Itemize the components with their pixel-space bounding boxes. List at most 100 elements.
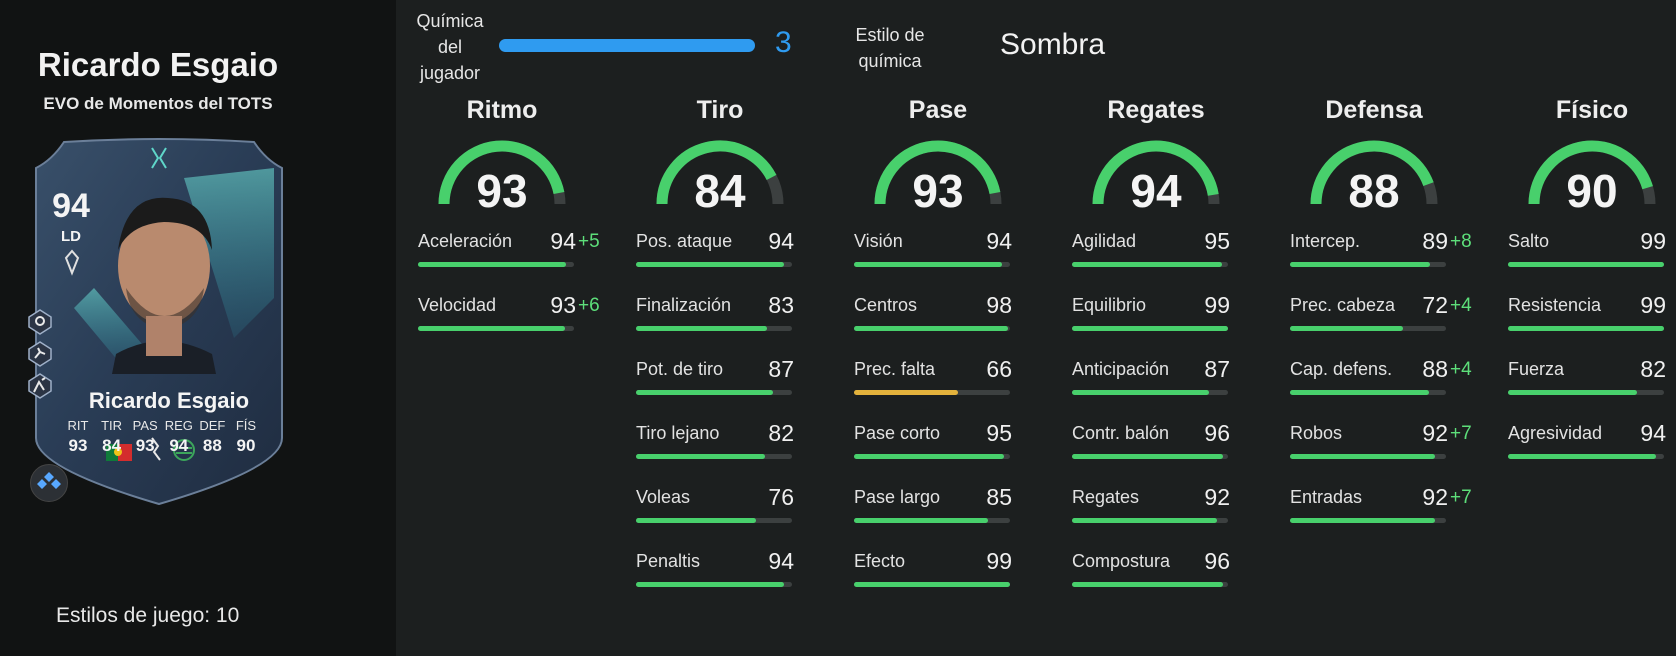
stat-row-prec-cabeza[interactable]: Prec. cabeza 72 +4 (1290, 292, 1480, 345)
stat-label: Compostura (1072, 551, 1171, 571)
playstyle-location-icon[interactable] (26, 308, 54, 336)
stat-row-finalizacion[interactable]: Finalización 83 (636, 292, 826, 345)
stat-row-prec-falta[interactable]: Prec. falta 66 (854, 356, 1044, 409)
stat-bar (418, 262, 574, 267)
stat-boost: +4 (1450, 359, 1472, 380)
stat-row-salto[interactable]: Salto 99 (1508, 228, 1676, 281)
column-title: Pase (908, 96, 968, 124)
stat-label: Pot. de tiro (636, 359, 724, 379)
stat-row-tiro-lejano[interactable]: Tiro lejano 82 (636, 420, 826, 473)
stat-bar-fill (1072, 390, 1210, 395)
stat-label: Equilibrio (1072, 295, 1147, 315)
stat-row-cap-defens[interactable]: Cap. defens. 88 +4 (1290, 356, 1480, 409)
chemistry-bar-fill (499, 39, 755, 52)
card-value-tir: 84 (102, 436, 122, 455)
stat-row-aceleracion[interactable]: Aceleración 94 +5 (418, 228, 608, 281)
stat-label: Agilidad (1072, 231, 1137, 251)
stat-label: Cap. defens. (1290, 359, 1393, 379)
column-title: Tiro (696, 96, 744, 124)
stat-bar (1508, 262, 1664, 267)
card-stat-labels: RIT TIR PAS REG DEF FÍS (62, 418, 262, 433)
stat-row-pot-de-tiro[interactable]: Pot. de tiro 87 (636, 356, 826, 409)
stat-bar-fill (636, 390, 774, 395)
stat-bar-fill (1072, 454, 1224, 459)
stat-row-pase-corto[interactable]: Pase corto 95 (854, 420, 1044, 473)
stat-value: 94 (768, 228, 794, 254)
stat-bar-fill (636, 454, 766, 459)
stat-row-voleas[interactable]: Voleas 76 (636, 484, 826, 537)
body-type-icon (64, 249, 80, 276)
stat-bar (636, 390, 792, 395)
stat-bar (1508, 326, 1664, 331)
gauge-fill (1310, 140, 1434, 205)
card-value-fis: 90 (236, 436, 256, 455)
stat-bar (636, 518, 792, 523)
stat-bar (1072, 518, 1228, 523)
gauge-tiro (656, 140, 784, 205)
card-label-fis: FÍS (235, 418, 257, 433)
stat-row-pos-ataque[interactable]: Pos. ataque 94 (636, 228, 826, 281)
stat-value: 85 (986, 484, 1012, 510)
stat-value: 82 (1640, 356, 1666, 382)
stat-row-penaltis[interactable]: Penaltis 94 (636, 548, 826, 601)
stat-bar-fill (1290, 262, 1431, 267)
stat-row-efecto[interactable]: Efecto 99 (854, 548, 1044, 601)
stat-row-intercep[interactable]: Intercep. 89 +8 (1290, 228, 1480, 281)
stat-row-agilidad[interactable]: Agilidad 95 (1072, 228, 1262, 281)
stat-value: 72 (1422, 292, 1448, 318)
stat-row-vision[interactable]: Visión 94 (854, 228, 1044, 281)
stat-row-velocidad[interactable]: Velocidad 93 +6 (418, 292, 608, 345)
stat-bar (1290, 262, 1446, 267)
stat-label: Fuerza (1508, 359, 1565, 379)
stat-bar (1508, 390, 1664, 395)
column-overall-value: 93 (912, 165, 964, 217)
stat-bar-fill (1290, 454, 1435, 459)
playstyle-runner-icon[interactable] (26, 340, 54, 368)
stat-label: Intercep. (1290, 231, 1361, 251)
card-label-tir: TIR (101, 418, 123, 433)
stat-row-resistencia[interactable]: Resistencia 99 (1508, 292, 1676, 345)
column-title: Regates (1107, 96, 1205, 124)
stat-bar (1290, 454, 1446, 459)
stat-boost: +5 (578, 231, 600, 252)
stat-row-contr-balon[interactable]: Contr. balón 96 (1072, 420, 1262, 473)
stat-bar (1072, 326, 1228, 331)
stat-row-compostura[interactable]: Compostura 96 (1072, 548, 1262, 601)
stat-bar (636, 582, 792, 587)
stat-row-agresividad[interactable]: Agresividad 94 (1508, 420, 1676, 473)
stat-value: 89 (1422, 228, 1448, 254)
evolution-icon[interactable] (30, 464, 68, 502)
stat-label: Contr. balón (1072, 423, 1170, 443)
stat-value: 76 (768, 484, 794, 510)
stat-row-robos[interactable]: Robos 92 +7 (1290, 420, 1480, 473)
card-label-rit: RIT (67, 418, 89, 433)
stat-bar (418, 326, 574, 331)
stat-label: Salto (1508, 231, 1550, 251)
stat-row-pase-largo[interactable]: Pase largo 85 (854, 484, 1044, 537)
stat-bar-fill (1290, 326, 1404, 331)
stat-bar (1508, 454, 1664, 459)
card-value-reg: 94 (169, 436, 189, 455)
chem-style-value[interactable]: Sombra (1000, 28, 1106, 61)
stat-boost: +7 (1450, 487, 1472, 508)
stat-value: 92 (1422, 420, 1448, 446)
stat-row-regates[interactable]: Regates 92 (1072, 484, 1262, 537)
stat-label: Regates (1072, 487, 1140, 507)
stat-label: Robos (1290, 423, 1343, 443)
chemistry-value: 3 (775, 26, 792, 59)
stat-row-entradas[interactable]: Entradas 92 +7 (1290, 484, 1480, 537)
column-overall-value: 90 (1566, 165, 1618, 217)
gauge-fill (656, 140, 777, 205)
player-card[interactable]: 94 LD Ricardo Esgaio RIT TIR PAS REG DEF… (34, 138, 284, 506)
stat-row-centros[interactable]: Centros 98 (854, 292, 1044, 345)
stat-bar-fill (1508, 326, 1664, 331)
stat-row-anticipacion[interactable]: Anticipación 87 (1072, 356, 1262, 409)
stat-value: 98 (986, 292, 1012, 318)
stat-row-equilibrio[interactable]: Equilibrio 99 (1072, 292, 1262, 345)
card-player-name: Ricardo Esgaio (88, 388, 250, 413)
card-position: LD (61, 228, 81, 245)
stat-bar-fill (854, 582, 1010, 587)
stat-bar-fill (1290, 518, 1435, 523)
playstyle-tackle-icon[interactable] (26, 372, 54, 400)
stat-row-fuerza[interactable]: Fuerza 82 (1508, 356, 1676, 409)
